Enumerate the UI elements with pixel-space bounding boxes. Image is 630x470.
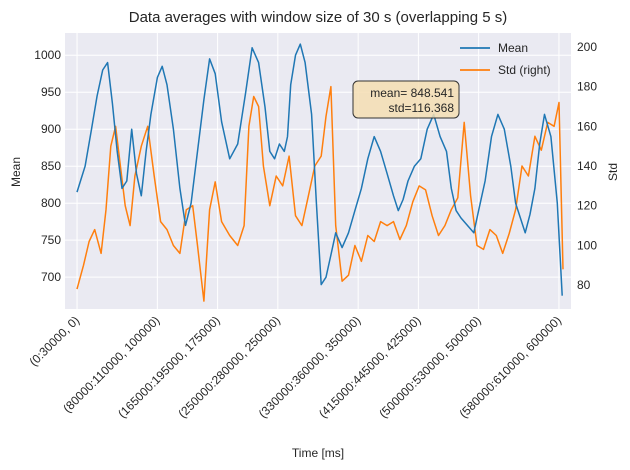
x-tick-0: (0:30000, 0) (27, 313, 83, 369)
y-tick-right-3: 140 (577, 159, 597, 173)
y-ticks-left: 700 750 800 850 900 950 1000 (34, 48, 61, 284)
chart-title: Data averages with window size of 30 s (… (129, 9, 508, 26)
legend-label-std: Std (right) (498, 63, 551, 77)
y-tick-left-5: 950 (41, 85, 61, 99)
x-ticks: (0:30000, 0)(80000:110000, 100000)(16500… (27, 313, 565, 421)
legend-label-mean: Mean (498, 41, 528, 55)
y-tick-left-6: 1000 (34, 48, 61, 62)
y-tick-left-4: 900 (41, 122, 61, 136)
y-tick-right-6: 200 (577, 40, 597, 54)
y-tick-left-0: 700 (41, 270, 61, 284)
x-tick-5: (415000:445000, 425000) (316, 313, 424, 421)
plot-area (65, 33, 571, 309)
x-tick-2: (165000:195000, 175000) (115, 313, 223, 421)
annotation-std: std=116.368 (388, 101, 454, 115)
y-tick-right-4: 160 (577, 119, 597, 133)
y-tick-left-3: 850 (41, 159, 61, 173)
y-ticks-right: 80 100 120 140 160 180 200 (577, 40, 597, 292)
annotation-background (352, 80, 460, 119)
mean-series-line (76, 43, 563, 296)
legend: Mean Std (right) (460, 41, 551, 77)
y-tick-left-1: 750 (41, 233, 61, 247)
y-tick-right-5: 180 (577, 80, 597, 94)
annotation-box: mean= 848.541 std=116.368 (352, 80, 460, 119)
x-axis-label: Time [ms] (292, 446, 344, 460)
y-axis-label-right: Std (606, 163, 620, 181)
y-tick-right-2: 120 (577, 199, 597, 213)
y-axis-label: Mean (9, 157, 23, 187)
annotation-mean: mean= 848.541 (370, 86, 454, 100)
grid (65, 33, 571, 309)
y-tick-right-1: 100 (577, 238, 597, 252)
y-tick-left-2: 800 (41, 196, 61, 210)
y-tick-right-0: 80 (577, 278, 591, 292)
mean-series-layer (76, 43, 563, 296)
